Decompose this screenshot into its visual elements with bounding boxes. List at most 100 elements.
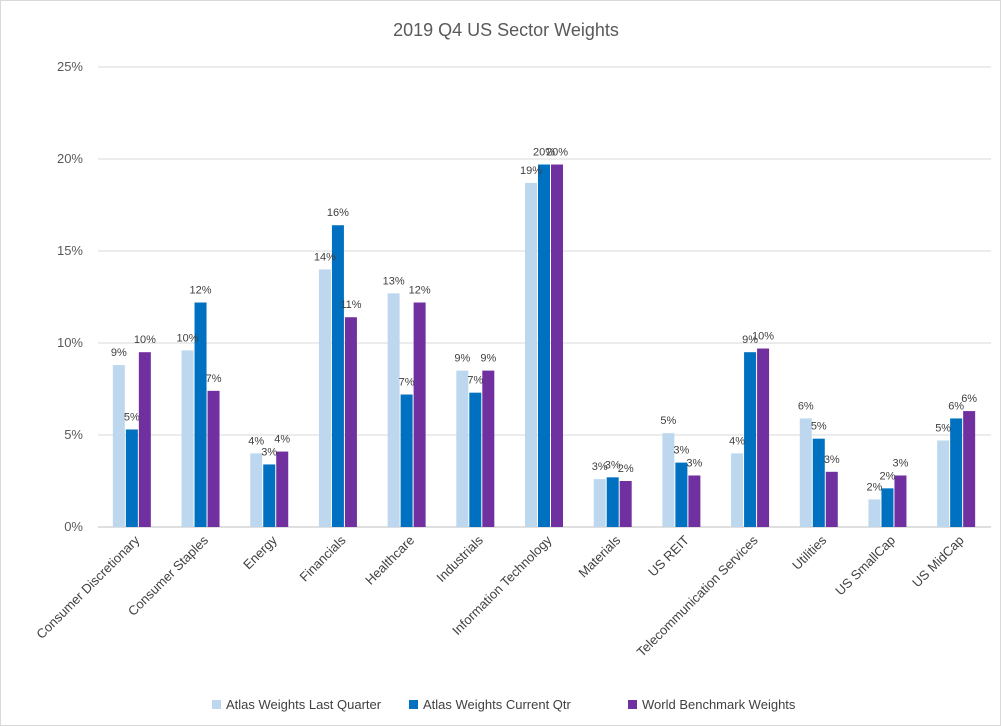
y-tick-label: 25% xyxy=(57,59,83,74)
bar xyxy=(525,182,537,528)
bar xyxy=(606,477,619,527)
bar xyxy=(950,418,963,527)
data-label: 9% xyxy=(454,353,470,365)
bar xyxy=(112,365,125,527)
x-tick-label: Energy xyxy=(240,532,280,572)
x-tick-label: US MidCap xyxy=(909,533,967,591)
data-labels: 9%5%10% 10%12%7%4%3%4%14%16%11%13%7%12%9%… xyxy=(111,147,977,494)
bar xyxy=(963,411,976,527)
data-label: 4% xyxy=(274,434,290,446)
bar xyxy=(469,392,482,527)
bar xyxy=(688,475,701,527)
data-label: 3% xyxy=(261,446,277,458)
data-label: 3% xyxy=(592,461,608,473)
data-label: 10% xyxy=(134,334,156,346)
bar xyxy=(181,350,194,527)
bar xyxy=(456,370,469,527)
bar xyxy=(593,479,606,527)
bar xyxy=(551,164,563,527)
data-label: 2% xyxy=(867,481,883,493)
bar xyxy=(263,464,276,527)
legend-label: Atlas Weights Last Quarter xyxy=(226,697,382,712)
data-label: 10% xyxy=(177,332,199,344)
bar xyxy=(744,352,757,527)
bar xyxy=(207,390,220,527)
data-label: 16% xyxy=(327,207,349,219)
data-label: 3% xyxy=(824,454,840,466)
x-tick-label: Utilities xyxy=(789,532,830,573)
bar xyxy=(413,302,426,527)
data-label: 9% xyxy=(742,334,758,346)
bar xyxy=(881,488,894,527)
data-label: 6% xyxy=(798,400,814,412)
data-label: 7% xyxy=(206,373,222,385)
x-tick-label: US SmallCap xyxy=(832,533,898,599)
data-label: 9% xyxy=(111,347,127,359)
legend-label: Atlas Weights Current Qtr xyxy=(423,697,572,712)
legend-swatch xyxy=(409,700,418,709)
legend-swatch xyxy=(628,700,637,709)
y-tick-label: 20% xyxy=(57,151,83,166)
bars xyxy=(112,164,976,528)
bar xyxy=(194,302,207,527)
bar xyxy=(825,471,838,527)
y-tick-label: 5% xyxy=(64,427,83,442)
data-label: 14% xyxy=(314,251,336,263)
legend: Atlas Weights Last Quarter Atlas Weights … xyxy=(212,697,796,712)
data-label: 3% xyxy=(893,457,909,469)
bar xyxy=(731,453,744,527)
data-label: 2% xyxy=(618,463,634,475)
bar xyxy=(757,348,770,527)
data-label: 2% xyxy=(880,470,896,482)
data-label: 3% xyxy=(605,459,621,471)
y-tick-label: 0% xyxy=(64,519,83,534)
y-axis-ticks: 0% 5% 10% 15% 20% 25% xyxy=(57,59,83,534)
data-label: 6% xyxy=(948,400,964,412)
x-tick-label: Financials xyxy=(297,532,349,584)
bar xyxy=(344,317,357,527)
data-label: 6% xyxy=(961,393,977,405)
x-tick-label: Consumer Discretionary xyxy=(33,532,143,642)
data-label: 13% xyxy=(383,275,405,287)
legend-label: World Benchmark Weights xyxy=(642,697,796,712)
bar xyxy=(937,440,950,527)
bar xyxy=(318,269,331,527)
bar xyxy=(400,394,413,527)
bar xyxy=(125,429,138,527)
x-tick-label: Telecommunication Services xyxy=(634,532,761,659)
x-tick-label: Healthcare xyxy=(362,533,417,588)
bar xyxy=(894,475,907,527)
bar xyxy=(812,438,825,527)
data-label: 12% xyxy=(409,285,431,297)
x-tick-label: Materials xyxy=(575,532,623,580)
data-label: 7% xyxy=(467,375,483,387)
bar xyxy=(138,352,151,527)
bar xyxy=(387,293,400,527)
bar xyxy=(482,370,495,527)
y-tick-label: 10% xyxy=(57,335,83,350)
data-label: 5% xyxy=(124,411,140,423)
data-label: 20% xyxy=(533,147,555,159)
data-label: 4% xyxy=(248,435,264,447)
bar xyxy=(250,453,263,527)
data-label: 5% xyxy=(660,415,676,427)
bar xyxy=(276,451,289,527)
bar xyxy=(538,164,550,527)
data-label: 5% xyxy=(935,423,951,435)
x-tick-label: US REIT xyxy=(645,532,692,579)
data-label: 19% xyxy=(520,165,542,177)
bar xyxy=(331,225,344,528)
data-label: 20% xyxy=(546,147,568,159)
data-label: 11% xyxy=(340,299,361,311)
legend-swatch xyxy=(212,700,221,709)
data-label: 7% xyxy=(399,377,415,389)
bar xyxy=(675,462,688,527)
data-label: 5% xyxy=(811,421,827,433)
data-label: 9% xyxy=(480,353,496,365)
y-tick-label: 15% xyxy=(57,243,83,258)
data-label: 3% xyxy=(673,445,689,457)
data-label: 10% xyxy=(752,331,774,343)
